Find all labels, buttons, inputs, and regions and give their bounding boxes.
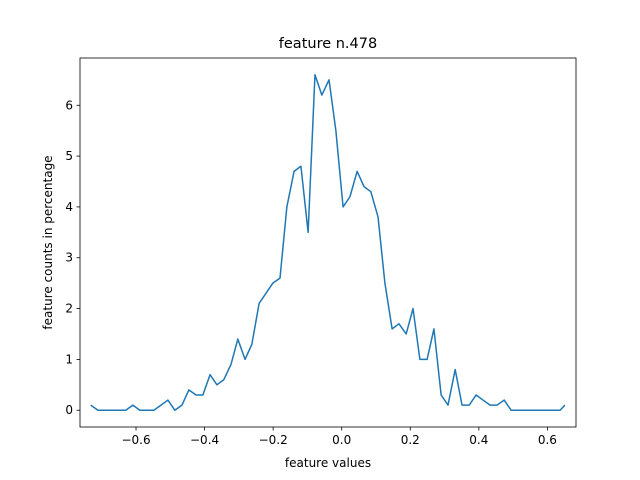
y-tick-label: 0 bbox=[65, 403, 73, 417]
x-tick-label: −0.2 bbox=[259, 433, 288, 447]
x-tick-label: 0.4 bbox=[469, 433, 488, 447]
x-tick-label: −0.6 bbox=[121, 433, 150, 447]
y-tick-label: 1 bbox=[65, 352, 73, 366]
x-tick-label: 0.6 bbox=[538, 433, 557, 447]
chart-title: feature n.478 bbox=[279, 36, 377, 52]
x-tick-label: 0.2 bbox=[401, 433, 420, 447]
y-axis-label: feature counts in percentage bbox=[41, 155, 55, 329]
x-tick-label: −0.4 bbox=[190, 433, 219, 447]
x-tick-label: 0.0 bbox=[332, 433, 351, 447]
y-ticks: 0 1 2 3 4 5 6 bbox=[65, 98, 80, 417]
series-line bbox=[90, 74, 566, 411]
plot-frame bbox=[79, 57, 577, 428]
x-ticks: −0.6 −0.4 −0.2 0.0 0.2 0.4 0.6 bbox=[121, 427, 557, 447]
y-tick-label: 5 bbox=[65, 149, 73, 163]
plot-area bbox=[80, 58, 576, 427]
x-axis-label: feature values bbox=[285, 456, 371, 470]
y-tick-label: 4 bbox=[65, 200, 73, 214]
y-tick-label: 6 bbox=[65, 98, 73, 112]
y-tick-label: 2 bbox=[65, 302, 73, 316]
y-tick-label: 3 bbox=[65, 251, 73, 265]
